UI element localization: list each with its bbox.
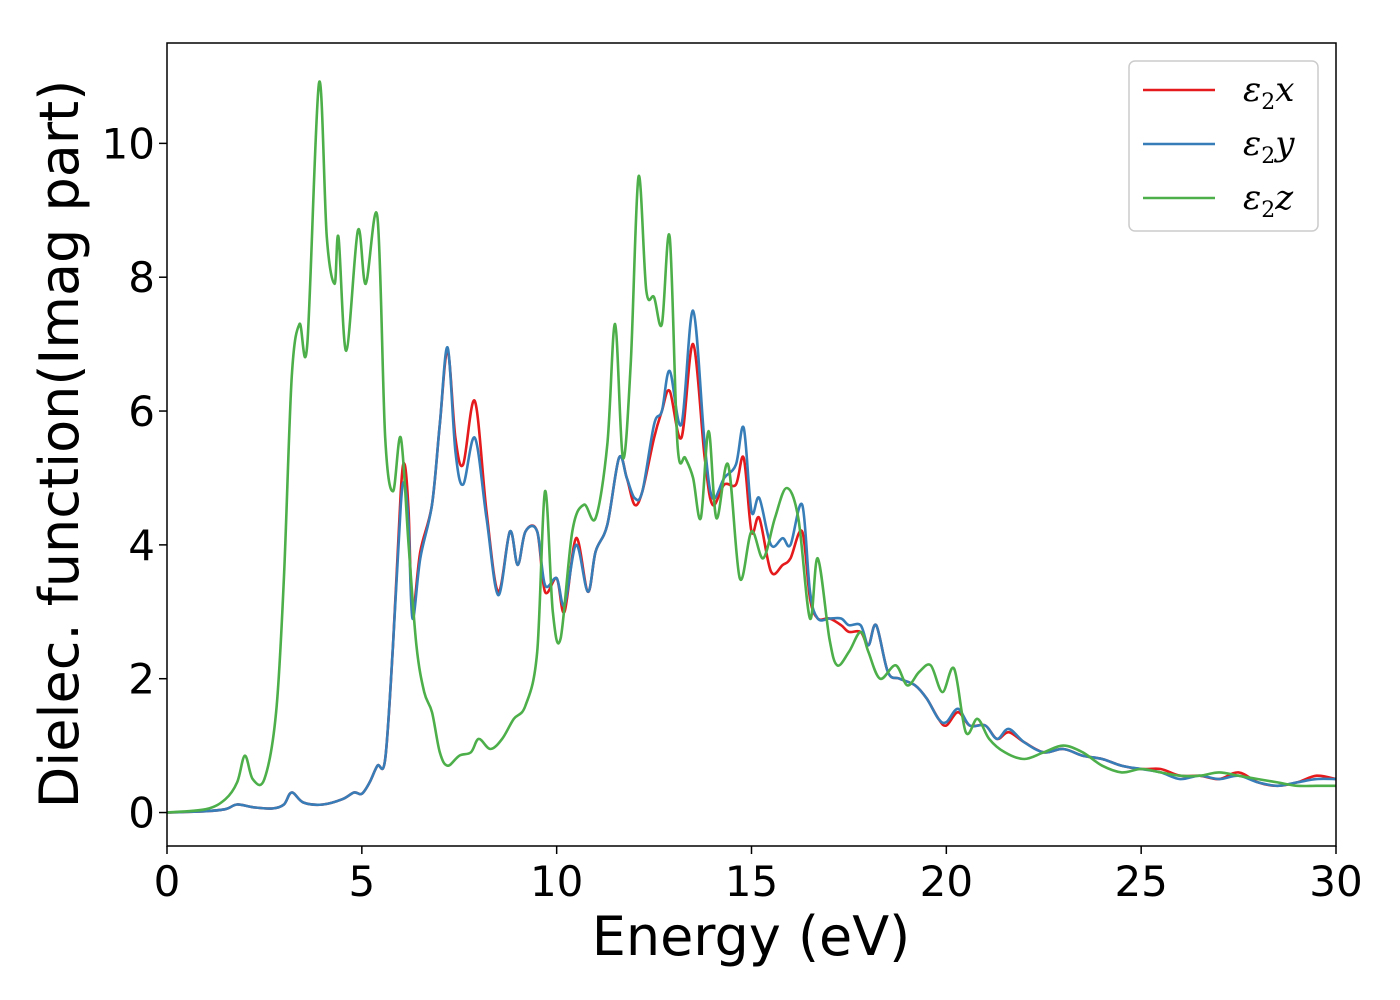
legend-label: ε2y [1243, 124, 1295, 169]
x-tick-label: 15 [725, 857, 778, 906]
y-tick-label: 8 [128, 253, 155, 302]
y-ticks: 0 2 4 6 8 10 [102, 119, 167, 838]
y-tick-label: 2 [128, 655, 155, 704]
y-tick-label: 10 [102, 119, 155, 168]
legend-label: ε2z [1243, 178, 1294, 223]
series-line-z [166, 80, 1336, 814]
x-axis-label: Energy (eV) [592, 905, 911, 968]
x-tick-label: 25 [1114, 857, 1167, 906]
series-line-y [166, 309, 1337, 814]
y-tick-label: 4 [128, 521, 155, 570]
legend-label: ε2x [1243, 70, 1294, 115]
legend-box [1128, 60, 1319, 232]
legend: ε2x ε2y ε2z [1128, 60, 1319, 232]
y-tick-label: 0 [128, 789, 155, 838]
y-tick-label: 6 [128, 387, 155, 436]
y-axis-label: Dielec. function(Imag part) [28, 80, 91, 809]
x-tick-label: 10 [530, 857, 583, 906]
x-ticks: 0 5 10 15 20 25 30 [154, 846, 1363, 906]
x-tick-label: 5 [348, 857, 375, 906]
x-tick-label: 20 [920, 857, 973, 906]
series-line-x [166, 342, 1337, 814]
x-tick-label: 30 [1309, 857, 1362, 906]
x-tick-label: 0 [154, 857, 181, 906]
series-lines [166, 80, 1337, 814]
